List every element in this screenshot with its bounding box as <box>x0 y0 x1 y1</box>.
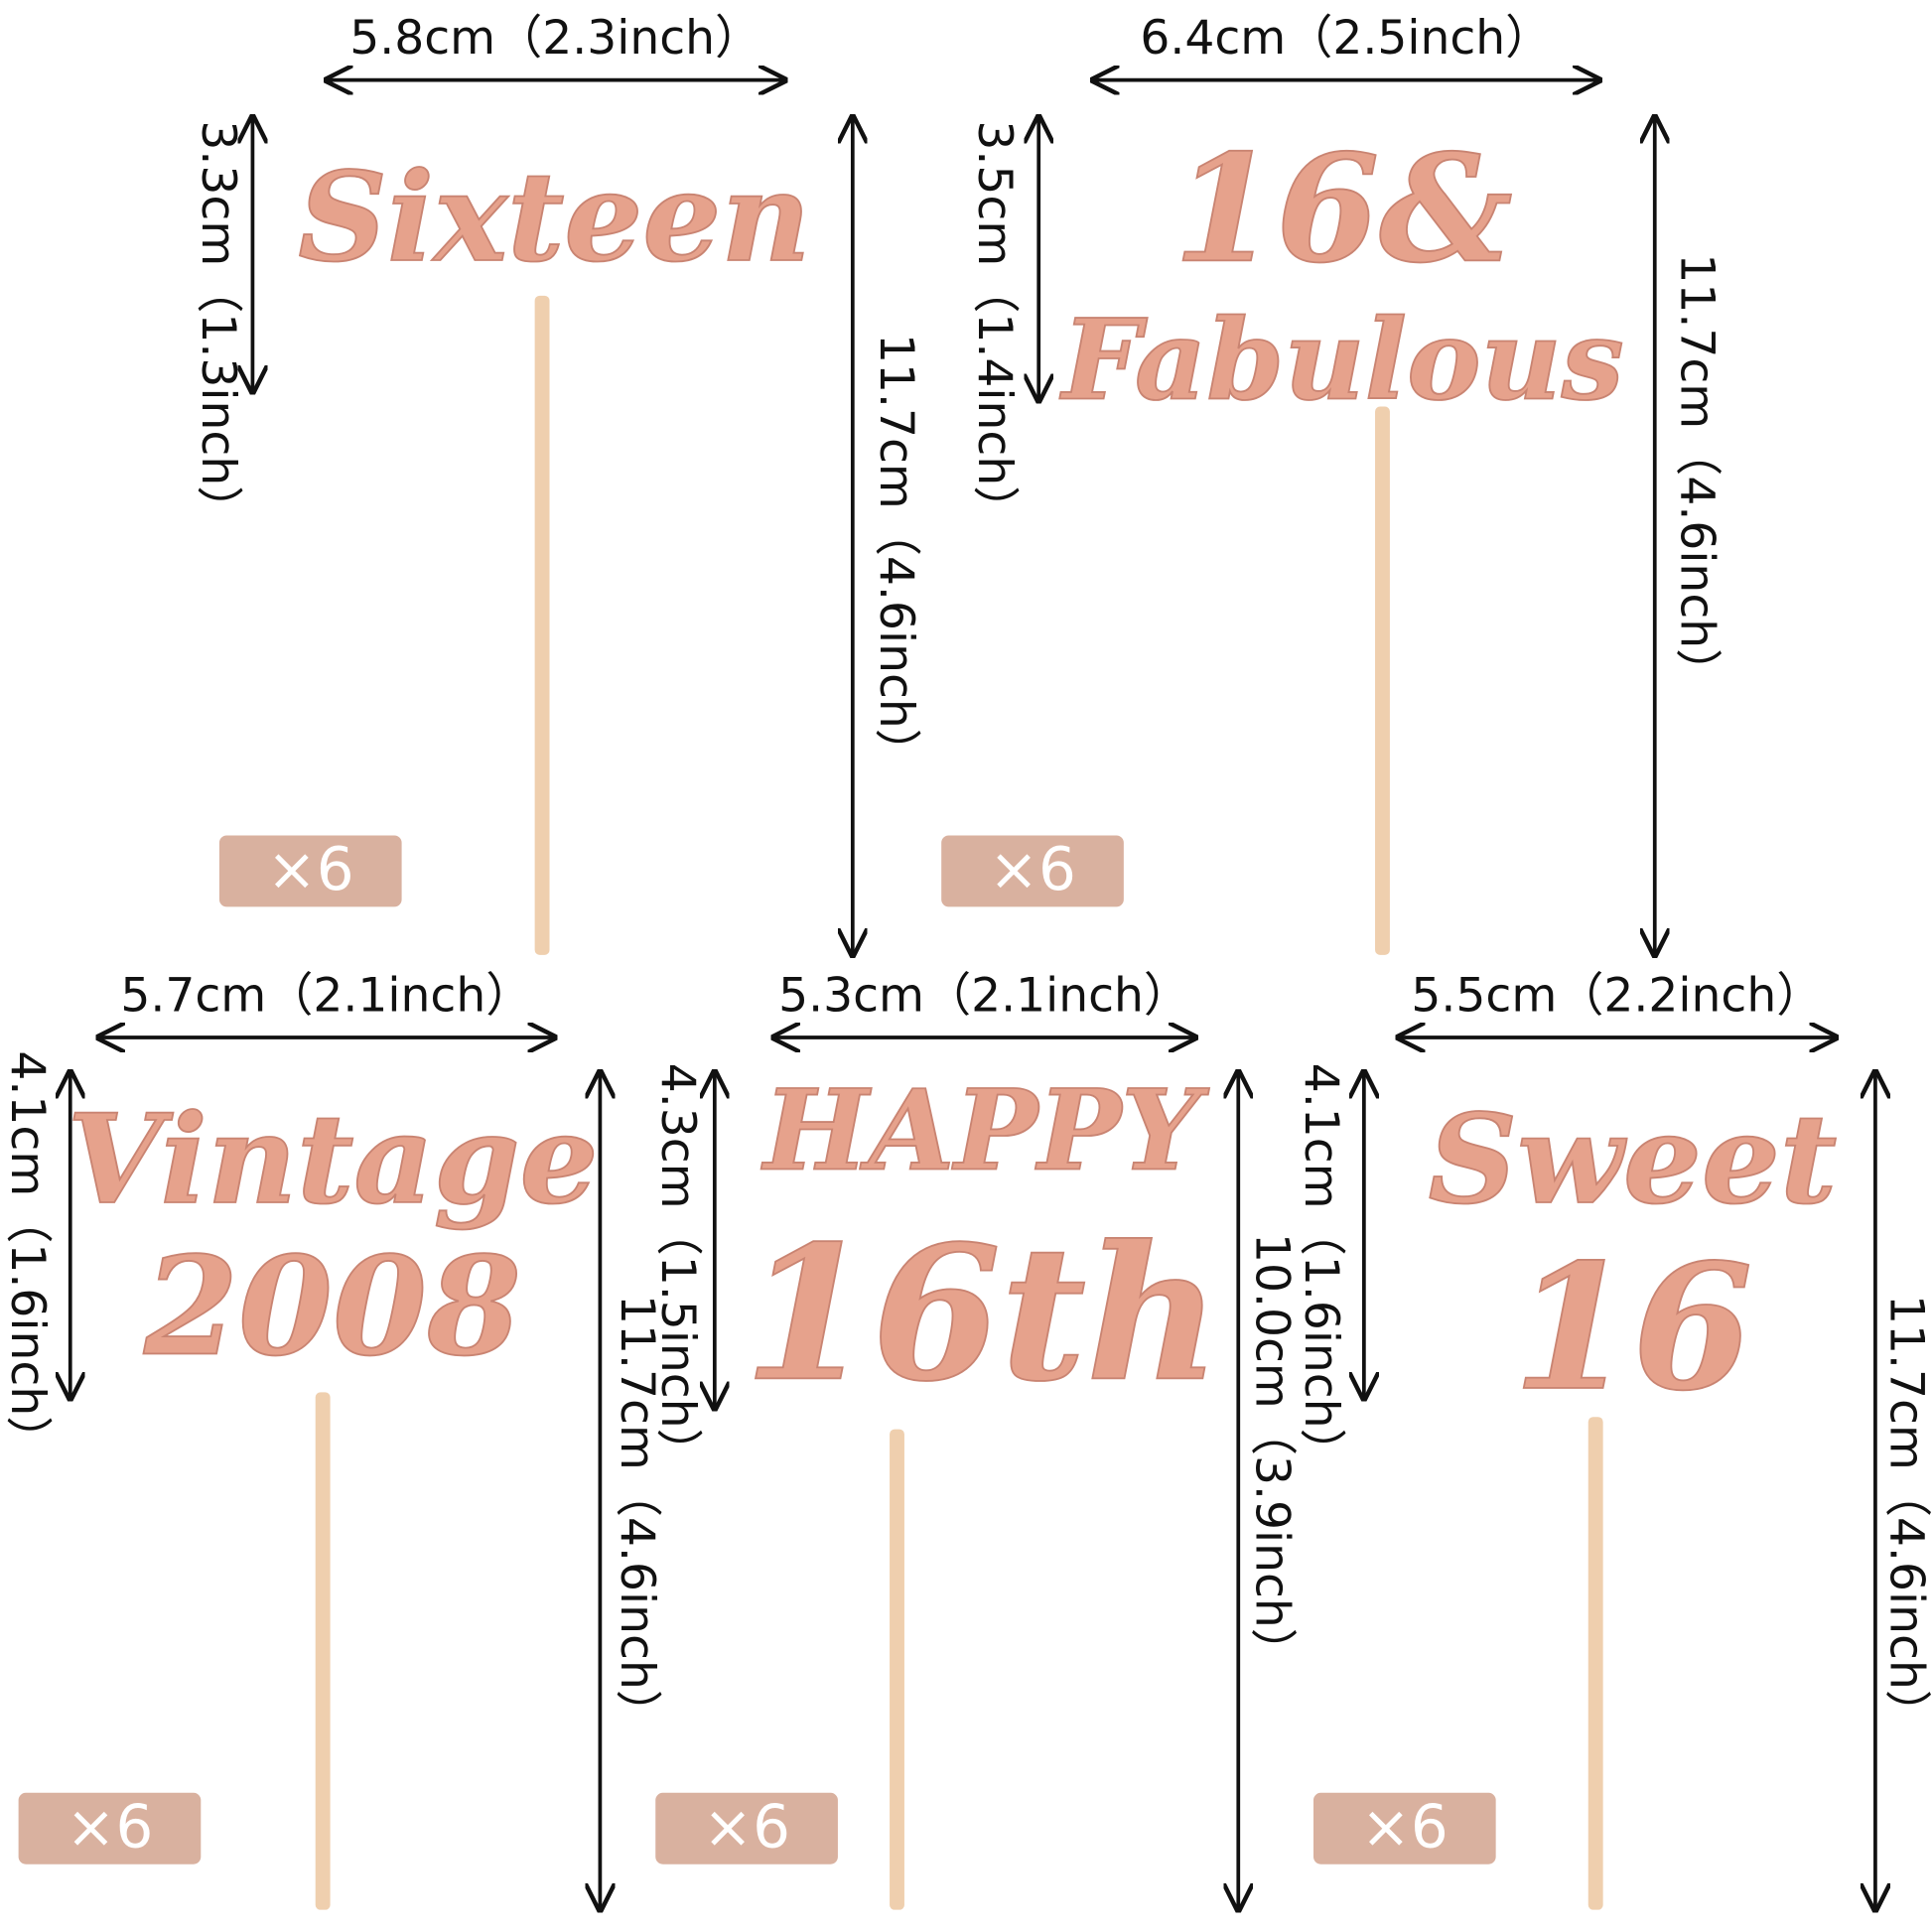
length-label: 10.0cm（3.9inch） <box>1244 1233 1299 1675</box>
quantity-badge <box>218 835 402 907</box>
topper-text: Sweet <box>1429 1087 1838 1232</box>
stick <box>534 295 550 955</box>
quantity-badge <box>1312 1792 1496 1864</box>
topper-text: 2008 <box>143 1227 521 1386</box>
length-label: 11.7cm（4.6inch） <box>1878 1295 1932 1736</box>
topper: Sixteen 5.8cm（2.3inch） 3.3cm（1.3inch） 11.7c… <box>191 11 923 955</box>
length-label: 11.7cm（4.6inch） <box>869 334 923 775</box>
quantity-label: ×6 <box>989 836 1076 904</box>
topper-text: Fabulous <box>1059 296 1624 426</box>
stick <box>890 1429 904 1910</box>
topper-text: 16 <box>1513 1226 1753 1429</box>
length-label: 11.7cm（4.6inch） <box>1669 253 1724 695</box>
topper-text: HAPPY <box>760 1065 1209 1195</box>
topper: 16&Fabulous 6.4cm（2.5inch） 3.5cm（1.4inch） 1… <box>941 11 1724 955</box>
topper-text: 16th <box>744 1204 1220 1422</box>
quantity-badge <box>18 1792 202 1864</box>
height-label: 4.3cm（1.5inch） <box>650 1063 705 1475</box>
width-label: 5.7cm（2.1inch） <box>120 968 532 1023</box>
height-label: 4.1cm（1.6inch） <box>0 1050 55 1462</box>
height-label: 4.1cm（1.6inch） <box>1294 1063 1348 1475</box>
quantity-badge <box>941 835 1124 907</box>
width-label: 6.4cm（2.5inch） <box>1140 11 1552 66</box>
length-label: 11.7cm（4.6inch） <box>610 1295 664 1736</box>
stick <box>315 1392 331 1910</box>
height-label: 3.5cm（1.4inch） <box>967 120 1022 532</box>
quantity-badge <box>655 1792 838 1864</box>
height-label: 3.3cm（1.3inch） <box>191 120 245 532</box>
quantity-label: ×6 <box>703 1793 790 1862</box>
quantity-label: ×6 <box>1361 1793 1449 1862</box>
topper-text: Sixteen <box>298 145 810 290</box>
quantity-label: ×6 <box>267 836 354 904</box>
topper-text: 16& <box>1173 122 1513 296</box>
width-label: 5.3cm（2.1inch） <box>778 968 1190 1023</box>
width-label: 5.5cm（2.2inch） <box>1411 968 1823 1023</box>
stick <box>1587 1417 1603 1910</box>
topper-text: Vintage <box>68 1087 599 1232</box>
quantity-label: ×6 <box>67 1793 154 1862</box>
stick <box>1375 406 1390 955</box>
width-label: 5.8cm（2.3inch） <box>349 11 761 66</box>
